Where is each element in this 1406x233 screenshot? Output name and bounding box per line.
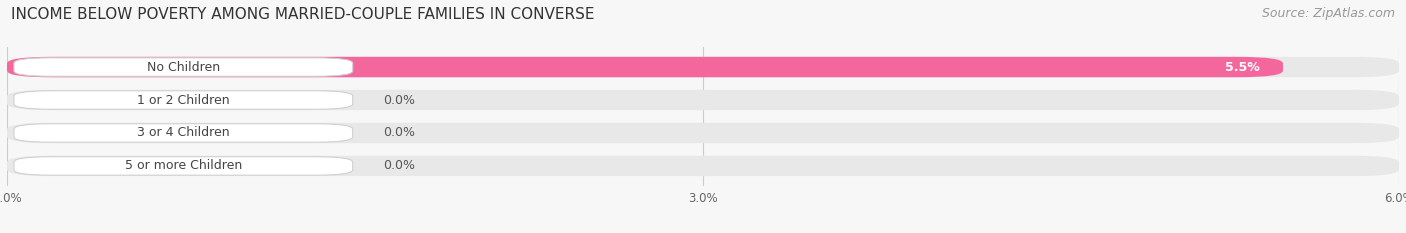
FancyBboxPatch shape <box>7 123 1399 143</box>
Text: 5.5%: 5.5% <box>1225 61 1260 74</box>
FancyBboxPatch shape <box>14 58 353 76</box>
FancyBboxPatch shape <box>14 124 353 142</box>
Text: 0.0%: 0.0% <box>382 159 415 172</box>
Text: 0.0%: 0.0% <box>382 127 415 140</box>
Text: Source: ZipAtlas.com: Source: ZipAtlas.com <box>1261 7 1395 20</box>
Text: 5 or more Children: 5 or more Children <box>125 159 242 172</box>
FancyBboxPatch shape <box>7 156 1399 176</box>
Text: 3 or 4 Children: 3 or 4 Children <box>136 127 229 140</box>
FancyBboxPatch shape <box>14 157 353 175</box>
Text: No Children: No Children <box>146 61 219 74</box>
FancyBboxPatch shape <box>7 57 1399 77</box>
FancyBboxPatch shape <box>7 90 1399 110</box>
Text: INCOME BELOW POVERTY AMONG MARRIED-COUPLE FAMILIES IN CONVERSE: INCOME BELOW POVERTY AMONG MARRIED-COUPL… <box>11 7 595 22</box>
Text: 1 or 2 Children: 1 or 2 Children <box>136 93 229 106</box>
FancyBboxPatch shape <box>7 57 1284 77</box>
FancyBboxPatch shape <box>14 91 353 109</box>
Text: 0.0%: 0.0% <box>382 93 415 106</box>
